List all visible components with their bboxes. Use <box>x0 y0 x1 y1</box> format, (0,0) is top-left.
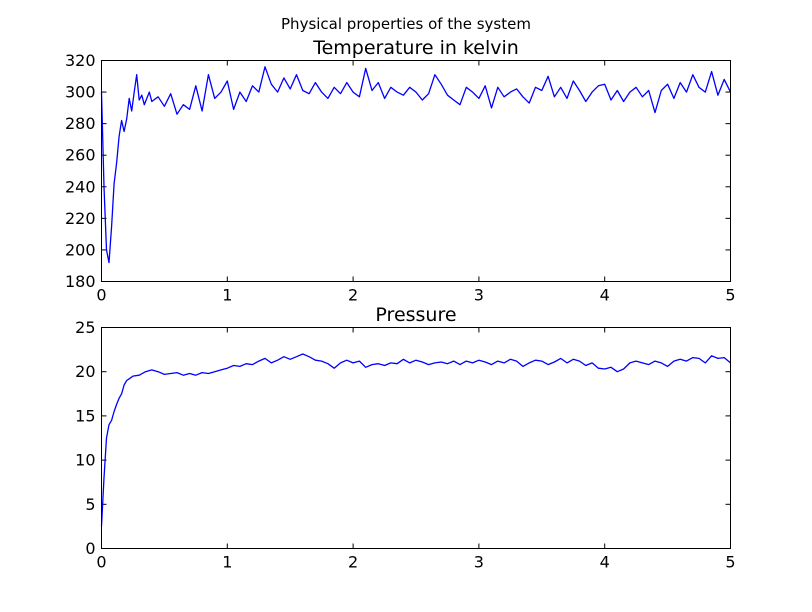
pressure-x-ticks: 0 1 2 3 4 5 <box>96 327 736 572</box>
pressure-y-tick-label: 10 <box>75 451 95 470</box>
temperature-y-tick-label: 320 <box>65 51 96 70</box>
temperature-y-tick-label: 240 <box>65 177 96 196</box>
pressure-x-tick-label: 0 <box>96 553 106 572</box>
pressure-x-tick-label: 4 <box>600 553 610 572</box>
temperature-x-tick-label: 4 <box>600 286 610 305</box>
temperature-axes-frame <box>101 60 731 282</box>
temperature-y-tick-label: 200 <box>65 240 96 259</box>
temperature-x-tick-label: 5 <box>725 286 735 305</box>
temperature-title: Temperature in kelvin <box>312 37 519 59</box>
temperature-x-tick-label: 3 <box>474 286 484 305</box>
temperature-y-tick-label: 280 <box>65 114 96 133</box>
pressure-y-tick-label: 15 <box>75 406 95 425</box>
pressure-x-tick-label: 1 <box>222 553 232 572</box>
pressure-y-tick-label: 25 <box>75 318 95 337</box>
pressure-y-ticks: 0 5 10 15 20 25 <box>75 318 731 558</box>
temperature-y-ticks: 180 200 220 240 260 280 300 320 <box>65 51 731 291</box>
pressure-x-tick-label: 5 <box>725 553 735 572</box>
pressure-x-tick-label: 2 <box>348 553 358 572</box>
pressure-x-tick-label: 3 <box>474 553 484 572</box>
temperature-y-tick-label: 220 <box>65 209 96 228</box>
temperature-y-tick-label: 260 <box>65 146 96 165</box>
temperature-x-tick-label: 2 <box>348 286 358 305</box>
pressure-title: Pressure <box>375 304 456 326</box>
temperature-x-tick-label: 0 <box>96 286 106 305</box>
temperature-y-tick-label: 300 <box>65 83 96 102</box>
pressure-panel: Pressure 0 1 2 3 4 5 0 5 10 15 20 25 <box>75 304 735 572</box>
temperature-y-tick-label: 180 <box>65 272 96 291</box>
pressure-y-tick-label: 0 <box>85 539 95 558</box>
pressure-series-line <box>100 353 731 527</box>
temperature-panel: Temperature in kelvin 0 1 2 3 4 5 180 200 220 24… <box>65 37 736 305</box>
temperature-series-line <box>100 66 732 264</box>
figure-suptitle: Physical properties of the system <box>281 15 531 33</box>
pressure-y-tick-label: 20 <box>75 362 95 381</box>
temperature-x-tick-label: 1 <box>222 286 232 305</box>
pressure-y-tick-label: 5 <box>85 495 95 514</box>
pressure-axes-frame <box>101 327 731 549</box>
